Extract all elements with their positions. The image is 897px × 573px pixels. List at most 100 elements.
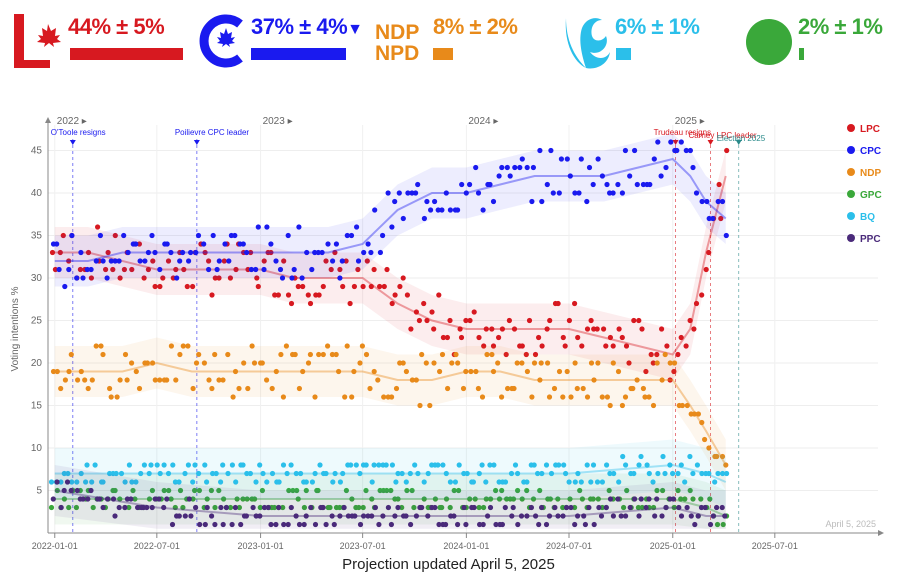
- poll-point: [339, 258, 345, 264]
- poll-point: [562, 343, 568, 349]
- poll-point: [463, 368, 469, 375]
- poll-point: [357, 360, 363, 366]
- poll-point: [483, 326, 489, 332]
- poll-point: [544, 181, 550, 188]
- poll-point: [289, 275, 295, 281]
- poll-point: [511, 385, 517, 392]
- poll-point: [684, 504, 690, 511]
- poll-point: [369, 479, 375, 485]
- poll-point: [107, 385, 113, 392]
- poll-point: [695, 513, 701, 519]
- poll-point: [435, 462, 441, 468]
- poll-point: [269, 470, 276, 477]
- poll-point: [658, 173, 664, 179]
- poll-point: [186, 258, 192, 264]
- poll-point: [627, 173, 633, 179]
- poll-point: [361, 513, 367, 519]
- poll-point: [161, 504, 167, 511]
- year-marker-label: 2025 ▸: [675, 116, 705, 127]
- poll-point: [487, 181, 493, 188]
- poll-point: [352, 513, 358, 519]
- poll-point: [176, 479, 182, 485]
- poll-point: [137, 258, 143, 264]
- poll-point: [279, 275, 286, 281]
- party-ndp: NDP NPD 8% ± 2%: [375, 10, 555, 72]
- poll-point: [229, 521, 235, 528]
- poll-point: [305, 292, 311, 298]
- watermark-text: April 5, 2025: [825, 519, 876, 529]
- poll-point: [546, 394, 553, 400]
- poll-point: [654, 487, 660, 494]
- poll-point: [667, 462, 673, 468]
- poll-point: [707, 496, 713, 502]
- poll-point: [88, 275, 94, 281]
- poll-point: [476, 504, 482, 511]
- poll-point: [384, 266, 390, 273]
- poll-point: [407, 470, 413, 477]
- poll-point: [463, 190, 469, 196]
- poll-point: [276, 504, 282, 511]
- poll-point: [411, 504, 417, 511]
- poll-point: [371, 368, 377, 375]
- legend-swatch: [847, 190, 855, 198]
- poll-point: [483, 479, 489, 485]
- poll-point: [288, 300, 295, 307]
- poll-point: [615, 368, 622, 375]
- poll-point: [312, 394, 318, 400]
- poll-point: [432, 496, 438, 502]
- poll-point: [487, 462, 493, 468]
- poll-point: [699, 419, 705, 426]
- poll-point: [112, 487, 118, 494]
- poll-point: [664, 343, 670, 349]
- legend-swatch: [847, 212, 855, 220]
- poll-point: [330, 479, 336, 485]
- poll-point: [425, 513, 431, 519]
- poll-point: [627, 504, 633, 511]
- poll-point: [510, 496, 517, 502]
- poll-point: [539, 504, 545, 511]
- poll-point: [552, 504, 558, 511]
- party-cpc: 37% ± 4%▼: [196, 10, 386, 72]
- poll-point: [691, 411, 698, 417]
- poll-point: [619, 334, 625, 341]
- poll-point: [706, 445, 712, 451]
- poll-point: [257, 462, 263, 468]
- poll-point: [499, 521, 505, 528]
- poll-point: [514, 360, 520, 366]
- poll-point: [161, 487, 167, 494]
- poll-point: [295, 496, 301, 502]
- poll-point: [348, 462, 354, 468]
- poll-point: [723, 232, 729, 239]
- poll-point: [220, 462, 226, 468]
- poll-point: [236, 504, 242, 511]
- poll-point: [288, 504, 294, 511]
- poll-point: [616, 479, 622, 485]
- poll-point: [577, 487, 583, 494]
- poll-point: [623, 513, 629, 519]
- poll-point: [529, 198, 535, 205]
- poll-point: [253, 479, 259, 485]
- poll-point: [133, 241, 139, 247]
- poll-point: [343, 258, 349, 264]
- poll-point: [532, 351, 539, 358]
- poll-point: [145, 266, 151, 273]
- poll-point: [156, 496, 162, 502]
- poll-point: [121, 266, 127, 273]
- poll-point: [706, 249, 712, 256]
- poll-point: [504, 164, 510, 171]
- poll-point: [599, 479, 606, 485]
- poll-point: [312, 249, 318, 256]
- poll-point: [323, 470, 329, 477]
- poll-point: [395, 504, 401, 511]
- poll-point: [598, 513, 605, 519]
- poll-point: [530, 164, 537, 171]
- poll-point: [678, 334, 684, 341]
- poll-point: [470, 479, 476, 485]
- poll-point: [643, 368, 649, 375]
- poll-point: [345, 513, 351, 519]
- poll-point: [301, 521, 307, 528]
- poll-point: [365, 513, 371, 519]
- poll-point: [227, 275, 233, 281]
- poll-point: [261, 504, 268, 511]
- poll-point: [243, 513, 249, 519]
